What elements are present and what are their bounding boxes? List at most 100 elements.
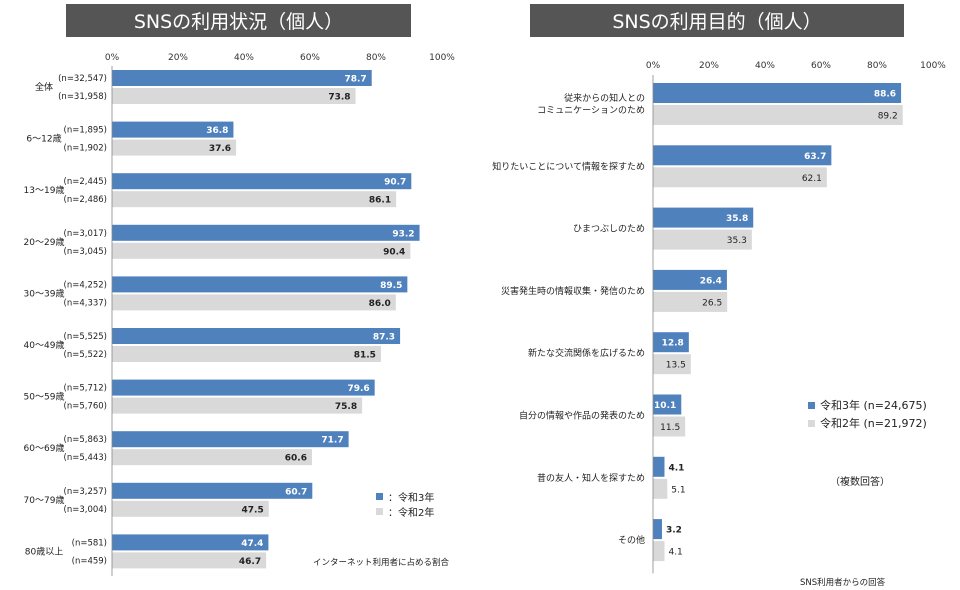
chart1-n-label: (n=3,004)	[64, 505, 107, 515]
chart1-x-tick-label: 100%	[429, 53, 455, 63]
chart2-x-tick-label: 40%	[755, 61, 775, 71]
chart2-legend: 令和3年 (n=24,675) 令和2年 (n=21,972)	[808, 396, 927, 432]
chart2-data-label: 5.1	[671, 485, 685, 495]
chart2-data-label: 26.4	[700, 276, 722, 286]
chart1-data-label: 90.7	[384, 178, 406, 188]
chart1-category-label: 50～59歳	[24, 391, 65, 403]
chart1-category-label: 20～29歳	[24, 236, 65, 248]
chart1-n-label: (n=459)	[72, 556, 107, 566]
chart2-category-label: 自分の情報や作品の発表のため	[519, 410, 645, 422]
chart2-category-label: ひまつぶしのため	[573, 224, 645, 235]
chart2-data-label: 88.6	[874, 90, 896, 100]
chart1-bar	[112, 328, 401, 344]
chart2-category-label: 知りたいことについて情報を探すため	[492, 160, 645, 172]
chart2-note-source: SNS利用者からの回答	[800, 578, 886, 588]
chart2-note-multiple: （複数回答）	[830, 477, 890, 488]
chart2-bar	[653, 229, 752, 250]
chart1-bar	[112, 70, 372, 86]
chart2-bar	[653, 416, 686, 437]
chart1-data-label: 86.1	[369, 196, 391, 206]
chart2-data-label: 3.2	[666, 526, 682, 536]
chart1-category-label: 30～39歳	[24, 287, 65, 299]
chart1-data-label: 47.4	[241, 539, 263, 549]
chart1-x-tick-label: 40%	[234, 53, 254, 63]
chart2-x-tick-label: 60%	[811, 61, 831, 71]
chart1-data-label: 90.4	[383, 247, 405, 257]
chart2-x-tick-label: 0%	[646, 61, 661, 71]
chart1-bar	[112, 379, 375, 396]
chart2-data-label: 12.8	[662, 339, 684, 349]
legend2-swatch-r2	[808, 419, 815, 427]
legend2-swatch-r3	[808, 401, 815, 409]
chart1-data-label: 47.5	[242, 505, 264, 515]
chart2-x-tick-label: 100%	[920, 61, 946, 71]
chart2-bar	[653, 83, 902, 103]
chart1-n-label: (n=2,486)	[64, 195, 107, 205]
chart2-bar	[653, 541, 665, 562]
chart1-data-label: 37.6	[209, 144, 231, 154]
chart1-bar	[112, 552, 267, 569]
chart1-bar	[112, 276, 408, 293]
chart1-data-label: 60.7	[285, 487, 307, 497]
chart1-n-label: (n=5,760)	[64, 402, 107, 412]
chart1-n-label: (n=4,252)	[64, 280, 107, 290]
chart2-category-label: 災害発生時の情報収集・発信のため	[501, 285, 645, 297]
chart1-data-label: 78.7	[344, 75, 366, 85]
chart1-data-label: 73.8	[328, 93, 350, 103]
chart1-x-tick-label: 80%	[366, 53, 386, 63]
chart2-bar	[653, 291, 728, 312]
chart2-data-label: 62.1	[802, 174, 822, 184]
chart1-bar	[112, 191, 397, 208]
chart1-bar	[112, 482, 313, 499]
chart1-x-tick-label: 60%	[300, 53, 320, 63]
chart1-category-label: 80歳以上	[25, 545, 63, 557]
chart2-category-label: その他	[618, 534, 645, 546]
legend2-label-r3: 令和3年 (n=24,675)	[820, 399, 927, 412]
chart1-n-label: (n=5,443)	[64, 453, 107, 463]
chart2-bar	[653, 456, 665, 477]
chart1-n-label: (n=1,902)	[64, 144, 107, 154]
chart1-category-label: 6～12歳	[26, 133, 61, 145]
chart1-n-label: (n=3,045)	[64, 247, 107, 257]
chart1-n-label: (n=1,895)	[64, 126, 107, 136]
chart1-n-label: (n=4,337)	[64, 298, 107, 308]
chart2-data-label: 11.5	[660, 423, 680, 433]
chart2-category-label: コミュニケーションのため	[537, 105, 645, 116]
chart2-data-label: 4.1	[668, 463, 684, 473]
chart1-n-label: (n=31,958)	[58, 92, 107, 102]
chart1-n-label: (n=5,522)	[64, 350, 107, 360]
chart1-data-label: 87.3	[373, 333, 395, 343]
legend-item-r3: ：令和3年	[376, 489, 434, 504]
chart2-category-label: 従来からの知人との	[564, 92, 645, 104]
legend2-item-r2: 令和2年 (n=21,972)	[808, 414, 927, 432]
chart1-data-label: 86.0	[369, 299, 391, 309]
chart1-bar	[112, 534, 269, 551]
chart1-title: SNSの利用状況（個人）	[66, 4, 411, 37]
chart1-n-label: (n=5,863)	[64, 435, 107, 445]
chart1-n-label: (n=5,712)	[64, 384, 107, 394]
chart2-title: SNSの利用目的（個人）	[530, 4, 904, 37]
legend-label-r2: ：令和2年	[388, 508, 435, 519]
chart2-x-tick-label: 80%	[867, 61, 887, 71]
chart1-legend: ：令和3年 ：令和2年	[376, 489, 434, 519]
chart2-x-tick-label: 20%	[699, 61, 719, 71]
chart2-bar	[653, 167, 827, 188]
chart2-category-label: 昔の友人・知人を探すため	[537, 472, 645, 484]
legend-label-r3: ：令和3年	[388, 493, 435, 504]
chart2-bar	[653, 105, 903, 125]
chart2-bar	[653, 354, 691, 375]
chart1-n-label: (n=5,525)	[64, 332, 107, 342]
chart1-bar	[112, 242, 411, 259]
chart1-data-label: 81.5	[354, 351, 376, 361]
chart2-bar	[653, 478, 668, 499]
chart2-bar	[653, 269, 727, 290]
chart1-data-label: 93.2	[392, 229, 414, 239]
chart2-bar	[653, 519, 662, 540]
chart1-bar	[112, 88, 356, 104]
chart1-data-label: 36.8	[206, 126, 228, 136]
chart2-bar	[653, 145, 832, 166]
chart1-bar	[112, 449, 312, 466]
chart1-category-label: 70～79歳	[24, 494, 65, 506]
legend-item-r2: ：令和2年	[376, 504, 434, 519]
